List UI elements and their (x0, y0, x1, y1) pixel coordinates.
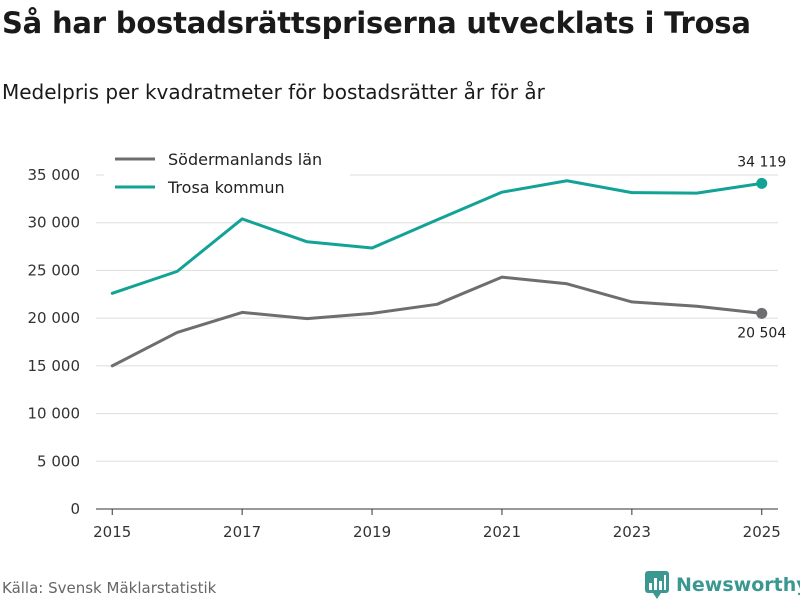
y-tick-label: 30 000 (28, 214, 81, 232)
y-tick-label: 5 000 (37, 452, 80, 470)
x-tick-label: 2015 (93, 523, 131, 541)
chart-subtitle: Medelpris per kvadratmeter för bostadsrä… (2, 80, 545, 104)
y-tick-label: 15 000 (28, 357, 81, 375)
source-note: Källa: Svensk Mäklarstatistik (2, 579, 217, 597)
legend-background (104, 145, 350, 201)
end-point-marker (756, 177, 768, 189)
y-tick-label: 20 000 (28, 309, 81, 327)
end-point-marker (756, 307, 768, 319)
axes: 0 5 000 10 000 15 000 20 000 25 000 30 000 35 0… (28, 166, 781, 541)
series-line (110, 179, 764, 295)
y-tick-label: 10 000 (28, 405, 81, 423)
newsworthy-logo-icon (645, 571, 669, 599)
x-tick-label: 2021 (483, 523, 521, 541)
end-value-label: 34 119 (737, 154, 786, 170)
brand-name: Newsworthy (676, 574, 800, 596)
x-tick-label: 2023 (613, 523, 651, 541)
x-tick-label: 2019 (353, 523, 391, 541)
y-tick-label: 35 000 (28, 166, 81, 184)
chart-title: Så har bostadsrättspriserna utvecklats i… (2, 6, 751, 40)
x-tick-label: 2025 (743, 523, 781, 541)
series-lines: 20 504 34 119 (110, 154, 786, 368)
x-tick-label: 2017 (223, 523, 261, 541)
end-value-label: 20 504 (737, 325, 786, 341)
y-tick-label: 25 000 (28, 261, 81, 279)
brand-logo: Newsworthy (644, 570, 800, 600)
y-tick-label: 0 (70, 500, 80, 518)
legend-label: Trosa kommun (167, 178, 285, 197)
gridlines (96, 174, 778, 462)
legend-label: Södermanlands län (168, 150, 322, 169)
series-line (110, 275, 764, 368)
legend: Södermanlands län Trosa kommun (104, 145, 350, 201)
line-chart: 0 5 000 10 000 15 000 20 000 25 000 30 000 35 0… (27, 145, 787, 541)
